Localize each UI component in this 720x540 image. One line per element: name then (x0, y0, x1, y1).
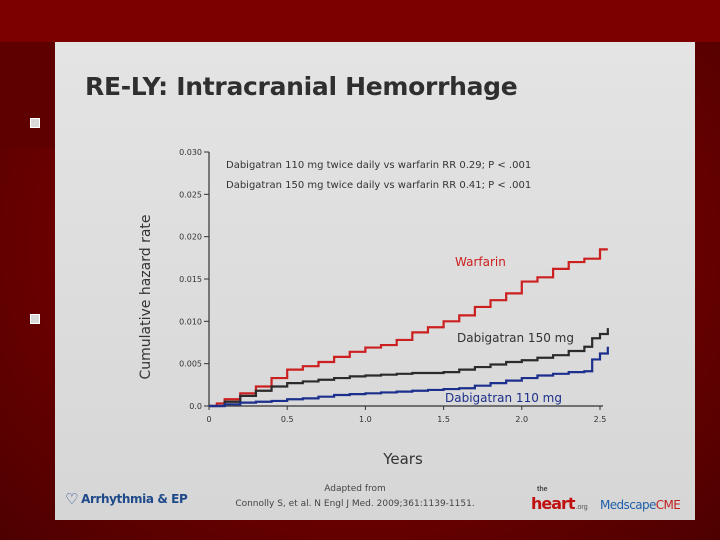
y-tick-label: 0.015 (179, 275, 202, 284)
left-band (0, 42, 55, 148)
series-line-dabigatran-150-mg (209, 328, 609, 408)
bullet-marker-1 (30, 118, 40, 128)
arrhythmia-ep-logo: ♡ Arrhythmia & EP (65, 490, 188, 508)
series-label-dabigatran-110-mg: Dabigatran 110 mg (445, 391, 562, 405)
y-tick-label: 0.020 (179, 233, 202, 242)
top-band (0, 0, 720, 42)
annotation-line-2: Dabigatran 150 mg twice daily vs warfari… (226, 180, 531, 191)
slide-title: RE-LY: Intracranial Hemorrhage (85, 72, 518, 101)
y-tick-label: 0.025 (179, 190, 202, 199)
bullet-marker-2 (30, 314, 40, 324)
series-label-dabigatran-150-mg: Dabigatran 150 mg (457, 331, 574, 345)
y-tick-label: 0.030 (179, 148, 202, 157)
theheart-logo: the heart .org (531, 486, 588, 513)
logo-heart-main: heart (531, 494, 576, 513)
logo-med-b: CME (655, 498, 681, 512)
series-line-dabigatran-110-mg (209, 346, 609, 408)
logo-heart-org: .org (575, 504, 588, 511)
logo-med-a: Medscape (600, 498, 656, 512)
series-label-warfarin: Warfarin (455, 255, 506, 269)
x-tick-label: 2.5 (594, 415, 607, 424)
heart-symbol-icon: ♡ (65, 490, 79, 508)
medscape-cme-logo: MedscapeCME (600, 498, 681, 512)
logo-left-text: Arrhythmia & EP (81, 492, 188, 506)
slide-image: RE-LY: Intracranial Hemorrhage 0.0 0.005 0… (55, 42, 695, 520)
x-tick-label: 1.0 (359, 415, 372, 424)
logo-heart-the: the (537, 486, 548, 493)
y-tick-label: 0.0 (189, 402, 202, 411)
hazard-chart: 0.0 0.005 0.010 0.015 0.020 0.025 0.030 0 0.5 1.0… (138, 148, 609, 468)
y-axis-label: Cumulative hazard rate (138, 214, 154, 379)
y-tick-label: 0.010 (179, 317, 202, 326)
x-tick-label: 2.0 (515, 415, 528, 424)
source-line-2: Connolly S, et al. N Engl J Med. 2009;36… (235, 499, 475, 509)
annotation-line-1: Dabigatran 110 mg twice daily vs warfari… (226, 160, 531, 171)
x-tick-label: 0.5 (281, 415, 294, 424)
x-axis-label: Years (382, 450, 423, 468)
series-line-warfarin (209, 248, 608, 408)
x-tick-label: 1.5 (437, 415, 450, 424)
x-tick-label: 0 (206, 415, 211, 424)
y-tick-label: 0.005 (179, 360, 202, 369)
source-line-1: Adapted from (324, 484, 386, 494)
